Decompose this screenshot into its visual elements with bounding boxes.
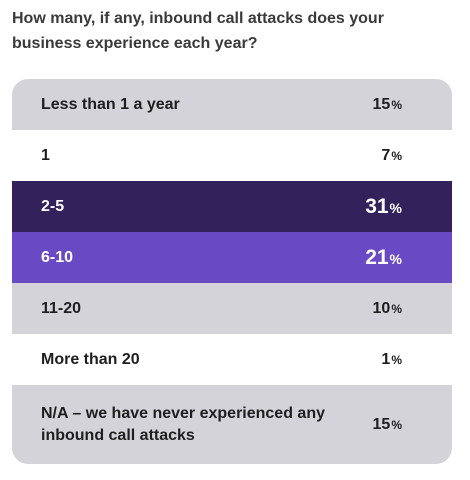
row-value: 10%	[362, 300, 402, 318]
row-value-unit: %	[389, 199, 402, 216]
row-value: 15%	[362, 96, 402, 114]
table-row: 6-10 21%	[12, 232, 452, 283]
row-value-number: 1	[381, 350, 391, 368]
table-row: 11-20 10%	[12, 283, 452, 334]
table-row: 2-5 31%	[12, 181, 452, 232]
row-value-number: 15	[372, 415, 391, 433]
table-row: More than 20 1%	[12, 334, 452, 385]
row-value: 21%	[362, 246, 402, 270]
row-value-number: 31	[365, 194, 389, 218]
row-value-unit: %	[391, 301, 402, 316]
row-value-unit: %	[391, 97, 402, 112]
table-row: N/A – we have never experienced any inbo…	[12, 385, 452, 464]
row-value-number: 7	[381, 146, 391, 164]
table-row: 1 7%	[12, 130, 452, 181]
row-label: 11-20	[41, 299, 82, 317]
row-value-unit: %	[391, 148, 402, 163]
row-value: 1%	[362, 351, 402, 369]
table-row: Less than 1 a year 15%	[12, 79, 452, 130]
row-label: Less than 1 a year	[41, 95, 180, 113]
row-label: More than 20	[41, 350, 140, 368]
row-value: 15%	[362, 416, 402, 434]
question-title: How many, if any, inbound call attacks d…	[12, 10, 384, 52]
results-table: Less than 1 a year 15% 1 7% 2-5 31% 6-10 21% 11-…	[12, 79, 452, 464]
row-label: 1	[41, 146, 50, 164]
row-label: 6-10	[41, 248, 74, 266]
row-value-number: 10	[372, 299, 391, 317]
row-value-unit: %	[391, 417, 402, 432]
row-value-number: 15	[372, 95, 391, 113]
row-value: 31%	[362, 195, 402, 219]
row-label: N/A – we have never experienced any inbo…	[41, 404, 325, 444]
row-value-unit: %	[389, 250, 402, 267]
row-value-number: 21	[365, 245, 389, 269]
row-value: 7%	[362, 147, 402, 165]
row-label: 2-5	[41, 197, 65, 215]
row-value-unit: %	[391, 352, 402, 367]
